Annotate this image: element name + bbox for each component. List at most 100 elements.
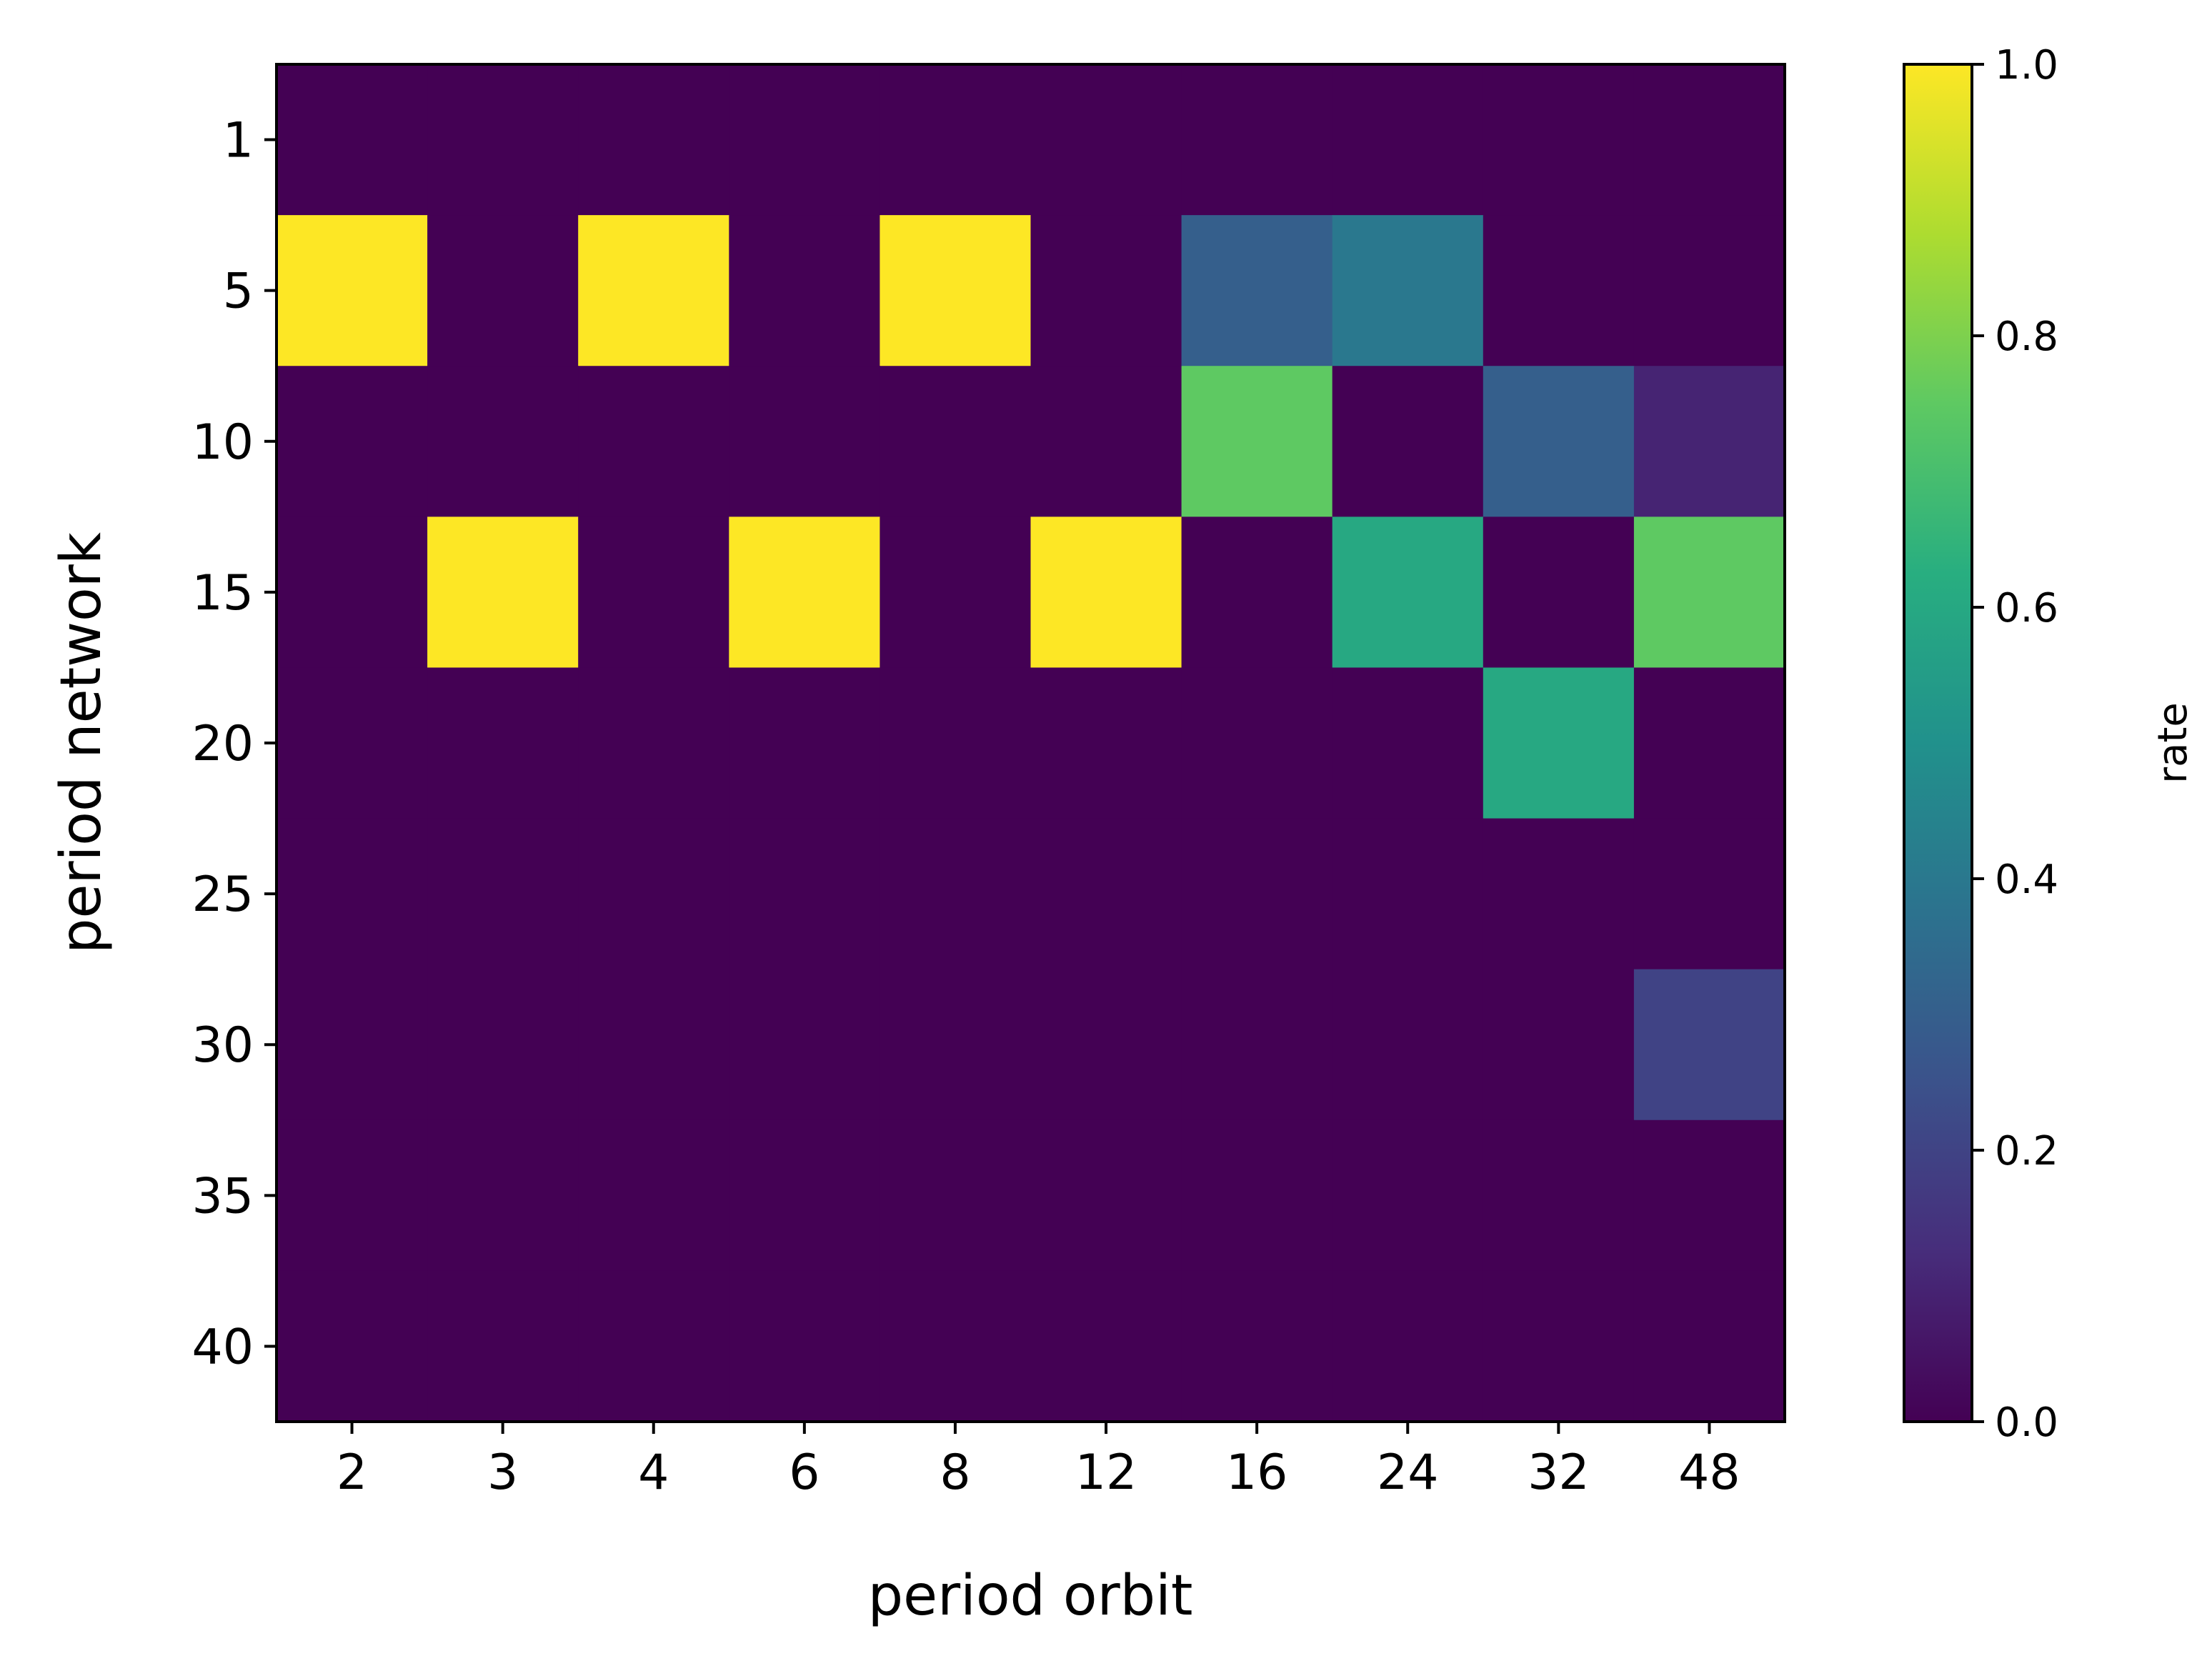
heatmap-cell — [1483, 215, 1635, 366]
heatmap-cell — [1483, 969, 1635, 1121]
heatmap-cell — [578, 1270, 729, 1422]
x-tick-label: 32 — [1528, 1445, 1590, 1501]
heatmap-cell — [1633, 517, 1785, 669]
heatmap-cell — [729, 366, 880, 517]
heatmap-cell — [578, 1119, 729, 1272]
colorbar — [1903, 63, 1973, 1423]
colorbar-tick-label: 0.0 — [1995, 1400, 2058, 1446]
heatmap-cell — [427, 818, 579, 970]
plot-frame — [275, 63, 1786, 1423]
heatmap-cell — [1181, 366, 1333, 517]
heatmap-cell — [1030, 1270, 1182, 1422]
heatmap-cell — [578, 215, 729, 366]
heatmap-cell — [276, 64, 428, 216]
heatmap-cell — [1633, 1119, 1785, 1272]
x-tick-label: 12 — [1075, 1445, 1137, 1501]
heatmap-cell — [1483, 517, 1635, 669]
heatmap-cell — [1633, 818, 1785, 970]
heatmap-cell — [880, 667, 1032, 819]
heatmap-cell — [1332, 215, 1484, 366]
y-tick-label: 20 — [191, 716, 254, 772]
heatmap-cell — [276, 667, 428, 819]
heatmap-cell — [578, 818, 729, 970]
heatmap-cell — [1332, 667, 1484, 819]
heatmap-cell — [578, 366, 729, 517]
heatmap-cell — [276, 969, 428, 1121]
colorbar-tick-label: 1.0 — [1995, 42, 2058, 89]
heatmap-cell — [1030, 1119, 1182, 1272]
heatmap-cell — [1483, 64, 1635, 216]
colorbar-tick-label: 0.2 — [1995, 1128, 2058, 1174]
heatmap-cell — [1483, 1119, 1635, 1272]
heatmap-cell — [578, 667, 729, 819]
heatmap-cell — [1633, 366, 1785, 517]
x-tick-label: 3 — [487, 1445, 518, 1501]
heatmap-cell — [1633, 1270, 1785, 1422]
heatmap-cell — [880, 969, 1032, 1121]
y-tick-label: 40 — [191, 1319, 254, 1375]
x-tick-label: 24 — [1377, 1445, 1439, 1501]
y-tick-label: 10 — [191, 414, 254, 471]
heatmap-cell — [880, 1270, 1032, 1422]
heatmap-cell — [1030, 366, 1182, 517]
y-tick-label: 35 — [191, 1168, 254, 1224]
heatmap-cell — [1030, 969, 1182, 1121]
x-tick-label: 48 — [1678, 1445, 1740, 1501]
heatmap-cell — [880, 818, 1032, 970]
heatmap-cell — [880, 215, 1032, 366]
heatmap-cell — [578, 517, 729, 669]
heatmap-cell — [729, 215, 880, 366]
heatmap-cell — [1181, 215, 1333, 366]
x-axis-ticks: 2 3 4 6 8 12 16 24 32 48 — [337, 1422, 1740, 1501]
heatmap-cell — [1633, 64, 1785, 216]
heatmap-cell — [729, 969, 880, 1121]
colorbar-ticks: 0.0 0.2 0.4 0.6 0.8 1.0 — [1972, 42, 2058, 1446]
heatmap-cell — [729, 1119, 880, 1272]
heatmap-cell — [1483, 366, 1635, 517]
heatmap-cell — [427, 1270, 579, 1422]
heatmap-cell — [729, 818, 880, 970]
y-tick-label: 15 — [191, 565, 254, 622]
y-tick-label: 5 — [223, 264, 254, 320]
heatmap-cell — [1332, 969, 1484, 1121]
heatmap-cell — [1030, 64, 1182, 216]
heatmap-cell — [1181, 969, 1333, 1121]
heatmap-cell — [880, 517, 1032, 669]
heatmap-cell — [427, 969, 579, 1121]
heatmap-cell — [1181, 667, 1333, 819]
heatmap-cell — [1332, 517, 1484, 669]
heatmap-cell — [427, 366, 579, 517]
heatmap-cell — [1030, 667, 1182, 819]
x-tick-label: 6 — [789, 1445, 819, 1501]
y-tick-label: 30 — [191, 1017, 254, 1074]
heatmap-cell — [880, 1119, 1032, 1272]
heatmap-cell — [1332, 1119, 1484, 1272]
heatmap-cell — [427, 667, 579, 819]
heatmap-cell — [729, 667, 880, 819]
colorbar-tick-label: 0.4 — [1995, 857, 2058, 903]
heatmap-cell — [1633, 969, 1785, 1121]
heatmap-cell — [729, 517, 880, 669]
heatmap-cell — [1483, 1270, 1635, 1422]
heatmap-cell — [1332, 366, 1484, 517]
heatmap-cell — [1483, 667, 1635, 819]
heatmap-cell — [1633, 215, 1785, 366]
heatmap-cell — [276, 215, 428, 366]
heatmap-cell — [880, 64, 1032, 216]
heatmap-cell — [1181, 818, 1333, 970]
y-tick-label: 1 — [223, 113, 254, 169]
heatmap-cell — [1030, 818, 1182, 970]
heatmap-cell — [276, 517, 428, 669]
x-axis-label: period orbit — [868, 1564, 1193, 1628]
heatmap-cell — [1030, 517, 1182, 669]
heatmap-cell — [276, 1270, 428, 1422]
heatmap-cell — [880, 366, 1032, 517]
heatmap-cell — [729, 1270, 880, 1422]
heatmap-cell — [729, 64, 880, 216]
heatmap-cell — [427, 64, 579, 216]
heatmap-cell — [1181, 64, 1333, 216]
x-tick-label: 8 — [940, 1445, 970, 1501]
heatmap-cell — [1332, 1270, 1484, 1422]
heatmap-cell — [1633, 667, 1785, 819]
